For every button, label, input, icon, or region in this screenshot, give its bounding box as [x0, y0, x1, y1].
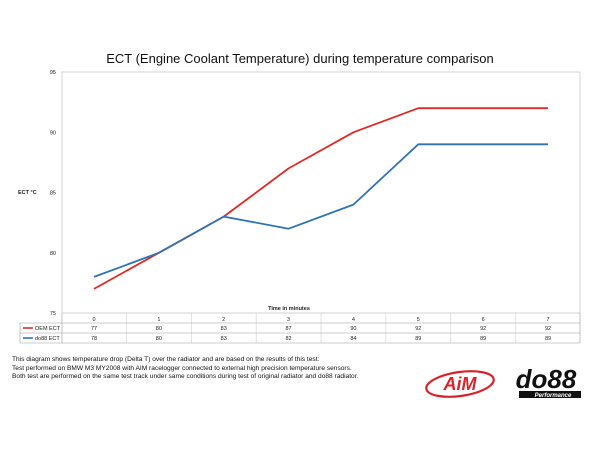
table-cell-1-0: 78 [91, 336, 97, 342]
aim-logo-text: AiM [443, 374, 478, 394]
description-line-3: Both test are performed on the same test… [12, 373, 359, 381]
x-tick-label-0: 0 [92, 317, 95, 323]
do88-logo-text: do88 [516, 364, 577, 394]
series-line-0 [93, 107, 548, 290]
table-cell-0-1: 80 [156, 326, 162, 332]
y-axis-ticks: 75 80 85 90 95 [50, 70, 56, 317]
table-cell-1-1: 80 [156, 336, 162, 342]
table-cell-0-6: 92 [480, 326, 486, 332]
x-axis-label: Time in minutes [268, 306, 310, 312]
table-cell-0-7: 92 [545, 326, 551, 332]
x-tick-label-4: 4 [352, 317, 355, 323]
aim-logo: AiM [425, 370, 495, 398]
table-cell-0-3: 87 [286, 326, 292, 332]
x-tick-label-5: 5 [417, 317, 420, 323]
y-tick-label-0: 75 [50, 311, 56, 317]
description: This diagram shows temperature drop (Del… [12, 356, 407, 382]
table-cell-0-5: 92 [415, 326, 421, 332]
description-line-1: This diagram shows temperature drop (Del… [12, 356, 320, 363]
table-cell-0-2: 83 [221, 326, 227, 332]
y-tick-label-2: 85 [50, 191, 56, 197]
x-tick-label-2: 2 [222, 317, 225, 323]
x-tick-label-1: 1 [157, 317, 160, 323]
series-line-1 [93, 143, 548, 278]
table-cell-1-4: 84 [350, 336, 356, 342]
y-tick-label-3: 90 [50, 130, 56, 136]
y-tick-label-1: 80 [50, 251, 56, 257]
table-cell-0-0: 77 [91, 326, 97, 332]
do88-tagline: Performance [535, 393, 572, 399]
table-cell-1-3: 82 [286, 336, 292, 342]
series-lines [93, 107, 548, 290]
description-line-2: Test performed on BMW M3 MY2008 with AIM… [12, 364, 352, 372]
legend-label-0: OEM ECT [35, 326, 61, 332]
x-tick-label-7: 7 [546, 317, 549, 323]
data-table: 0 1 2 3 4 5 6 7 OEM ECT 77 80 83 87 90 92 92 92 do88 ECT 7… [19, 313, 581, 344]
table-cell-1-2: 83 [221, 336, 227, 342]
legend-label-1: do88 ECT [35, 336, 60, 342]
table-cell-1-5: 89 [415, 336, 421, 342]
table-cell-1-7: 89 [545, 336, 551, 342]
y-tick-label-4: 95 [50, 70, 56, 76]
chart-title: ECT (Engine Coolant Temperature) during … [106, 51, 494, 66]
y-axis-label: ECT °C [18, 190, 37, 196]
table-cell-0-4: 90 [350, 326, 356, 332]
x-tick-label-3: 3 [287, 317, 290, 323]
table-cell-1-6: 89 [480, 336, 486, 342]
x-tick-label-6: 6 [482, 317, 485, 323]
do88-logo: do88 Performance [516, 364, 581, 399]
